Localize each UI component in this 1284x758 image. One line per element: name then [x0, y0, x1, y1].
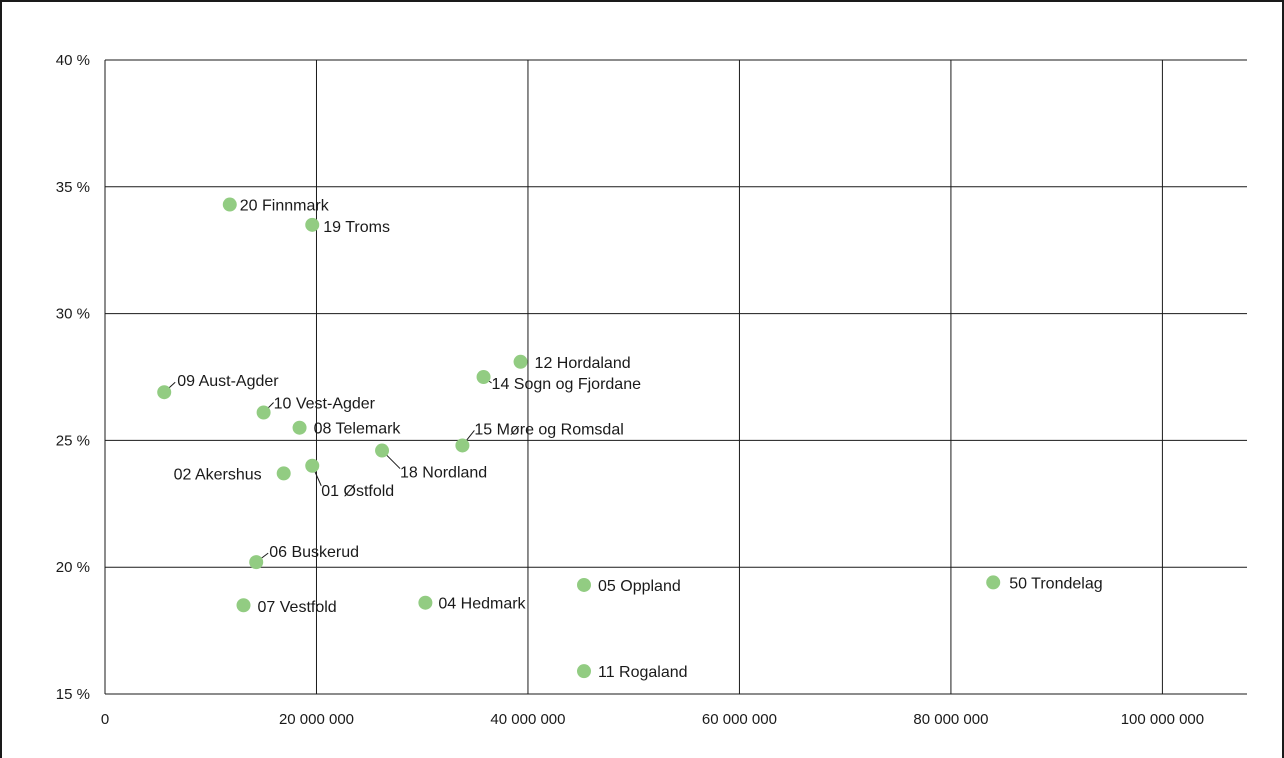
point-label: 07 Vestfold	[258, 599, 337, 616]
data-point	[577, 664, 592, 679]
data-point	[276, 466, 291, 481]
data-point	[305, 458, 320, 473]
x-tick-label: 100 000 000	[1121, 711, 1204, 728]
point-label: 09 Aust-Agder	[177, 373, 279, 390]
y-tick-label: 20 %	[56, 559, 90, 576]
point-label: 12 Hordaland	[535, 355, 631, 372]
point-label: 10 Vest-Agder	[274, 396, 376, 413]
axes: 15 % 20 % 25 % 30 % 35 % 40 % 0 20 000 000 40 00…	[56, 52, 1204, 728]
data-point	[513, 354, 528, 369]
point-labels: 20 Finnmark 19 Troms 12 Hordaland 14 Sogn o…	[174, 198, 1103, 682]
y-tick-label: 15 %	[56, 686, 90, 703]
data-point	[222, 197, 237, 212]
y-tick-label: 25 %	[56, 432, 90, 449]
x-tick-label: 40 000 000	[490, 711, 565, 728]
point-label: 15 Møre og Romsdal	[474, 421, 623, 438]
data-point	[418, 595, 433, 610]
point-label: 04 Hedmark	[438, 596, 526, 613]
x-tick-label: 80 000 000	[913, 711, 988, 728]
x-tick-label: 0	[101, 711, 109, 728]
y-tick-label: 30 %	[56, 306, 90, 323]
point-label: 08 Telemark	[314, 421, 402, 438]
data-point	[986, 575, 1001, 590]
data-point	[249, 555, 264, 570]
point-label: 11 Rogaland	[598, 664, 688, 681]
point-label: 02 Akershus	[174, 466, 262, 483]
data-point	[476, 370, 491, 384]
data-point	[236, 598, 251, 613]
data-point	[577, 577, 592, 592]
y-tick-label: 35 %	[56, 179, 90, 196]
gridlines	[104, 59, 1247, 695]
point-label: 05 Oppland	[598, 578, 681, 595]
data-point	[157, 385, 172, 400]
data-points	[157, 197, 1001, 679]
point-label: 19 Troms	[323, 219, 390, 236]
data-point	[256, 405, 271, 420]
point-label: 20 Finnmark	[240, 198, 330, 215]
x-tick-label: 60 000 000	[702, 711, 777, 728]
point-label: 18 Nordland	[400, 465, 487, 482]
data-point	[455, 438, 470, 453]
point-label: 01 Østfold	[321, 483, 394, 500]
y-tick-label: 40 %	[56, 52, 90, 69]
data-point	[305, 217, 320, 232]
point-label: 06 Buskerud	[269, 544, 359, 561]
data-point	[292, 420, 307, 435]
x-tick-label: 20 000 000	[279, 711, 354, 728]
point-label: 14 Sogn og Fjordane	[492, 376, 642, 393]
data-point	[375, 443, 390, 458]
point-label: 50 Trondelag	[1009, 575, 1102, 592]
